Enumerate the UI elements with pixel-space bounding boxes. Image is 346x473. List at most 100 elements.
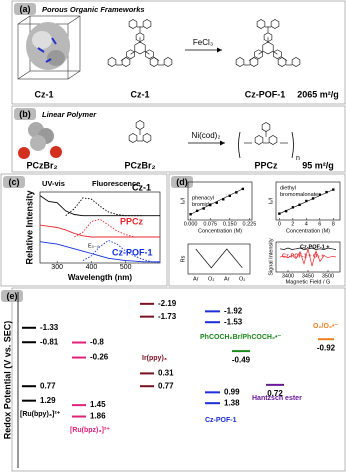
point <box>228 194 231 198</box>
x-tick-label: 0.225 <box>243 221 257 227</box>
point <box>195 209 199 212</box>
panel-frame <box>11 105 346 173</box>
surface-area: 2065 m²/g <box>297 89 339 99</box>
y-axis-label: Rs <box>180 255 186 262</box>
series-name: Cz-POF-1 <box>205 417 237 424</box>
ring <box>291 57 301 67</box>
point <box>318 193 321 196</box>
cube-edge <box>17 15 31 25</box>
x-tick-label: 6 <box>318 221 321 227</box>
point <box>202 207 205 210</box>
series-name: Hantzsch ester <box>252 395 302 402</box>
monomer-label: Cz-1 <box>130 89 149 99</box>
bond <box>153 56 160 61</box>
ring <box>135 120 145 130</box>
bond <box>258 50 264 55</box>
uv-curve <box>39 224 160 238</box>
x-tick-label: 0.150 <box>223 221 237 227</box>
x-tick-label: Ar <box>193 276 199 282</box>
level-value: 1.38 <box>224 398 240 407</box>
cube-edge <box>17 70 31 80</box>
panel-frame <box>11 287 346 472</box>
y-axis-label: I₀/I <box>180 197 186 204</box>
arrow-head <box>220 140 225 146</box>
panel-label: (e) <box>7 291 18 301</box>
reagent: Ni(cod)₂ <box>192 131 221 140</box>
x-tick-label: 300 <box>51 264 63 271</box>
x-axis-label: Concentration (M) <box>198 228 242 234</box>
point <box>291 206 295 209</box>
series-name: PhCOCH₂Br/PhCOCH₂•⁻ <box>200 334 282 341</box>
panel-title: Linear Polymer <box>42 110 97 119</box>
x-tick-label: 3400 <box>282 273 294 279</box>
bromine-atom <box>50 146 62 158</box>
uv-curve <box>39 241 160 263</box>
series-name: O₂/O₂•⁻ <box>313 323 339 330</box>
ring <box>142 133 152 143</box>
x-tick-label: 0.000 <box>184 221 198 227</box>
ring <box>128 133 138 143</box>
point <box>311 197 315 200</box>
ring <box>128 19 138 29</box>
surface-blob <box>47 50 65 66</box>
x-tick-label: 3450 <box>302 273 314 279</box>
bond <box>120 56 127 61</box>
annotation: diethyl <box>280 185 296 191</box>
pore-surface <box>26 22 70 70</box>
point <box>284 209 288 213</box>
x-tick-label: 2 <box>291 221 294 227</box>
ring <box>262 41 274 55</box>
product-label: Cz-POF-1 <box>245 89 286 99</box>
panel-label-box <box>1 290 23 302</box>
ring <box>254 135 264 145</box>
bond <box>281 56 288 61</box>
line <box>195 248 243 269</box>
ring <box>142 19 152 29</box>
ring <box>256 19 266 29</box>
x-tick-label: 400 <box>86 264 98 271</box>
point <box>241 187 245 191</box>
cube-edge <box>67 70 81 80</box>
arrow-head <box>217 47 222 53</box>
x-tick-label: 8 <box>332 221 335 227</box>
legend-label: Cz-POF-1 + <box>300 244 330 250</box>
x-axis-label: Concentration (M) <box>286 228 330 234</box>
legend-label: Cz-1 <box>132 182 151 192</box>
point <box>332 188 335 191</box>
ring <box>270 19 280 29</box>
pore-atoms <box>37 37 57 63</box>
surface-area: 95 m²/g <box>302 160 334 170</box>
product-label: PPCz <box>254 160 278 170</box>
level-value: -0.8 <box>90 338 104 347</box>
level-value: 0.31 <box>158 369 174 378</box>
reagent: FeCl₃ <box>193 38 213 47</box>
series-name: Ir(ppy)₃ <box>142 355 167 362</box>
point <box>209 203 212 207</box>
atom <box>30 135 46 151</box>
level-value: -0.81 <box>40 337 59 346</box>
level-value: -0.49 <box>232 355 251 364</box>
x-tick-label: 3500 <box>322 273 334 279</box>
surface-blob <box>32 31 52 49</box>
x-tick-label: O₂ <box>239 276 245 282</box>
bond <box>144 50 150 55</box>
level-value: 0.77 <box>40 381 56 390</box>
annotation: phenacyl <box>192 195 214 201</box>
ring <box>268 135 278 145</box>
panel-label: (d) <box>176 177 188 187</box>
x-tick-label: 0 <box>278 221 281 227</box>
series-name: [Ru(bpy)₃]²⁺ <box>20 411 61 418</box>
panel-label: (a) <box>20 4 31 14</box>
point <box>235 191 238 194</box>
ring <box>261 122 271 132</box>
panel-label-box <box>14 3 36 15</box>
panel-frame <box>168 173 346 287</box>
point <box>215 201 218 204</box>
point <box>305 199 308 203</box>
fluorescence-curve <box>82 239 161 263</box>
plot-frame <box>187 181 253 221</box>
panel-label-box <box>3 176 25 188</box>
y-axis-label: Relative Intensity <box>24 190 34 264</box>
level-value: 0.99 <box>224 387 240 396</box>
